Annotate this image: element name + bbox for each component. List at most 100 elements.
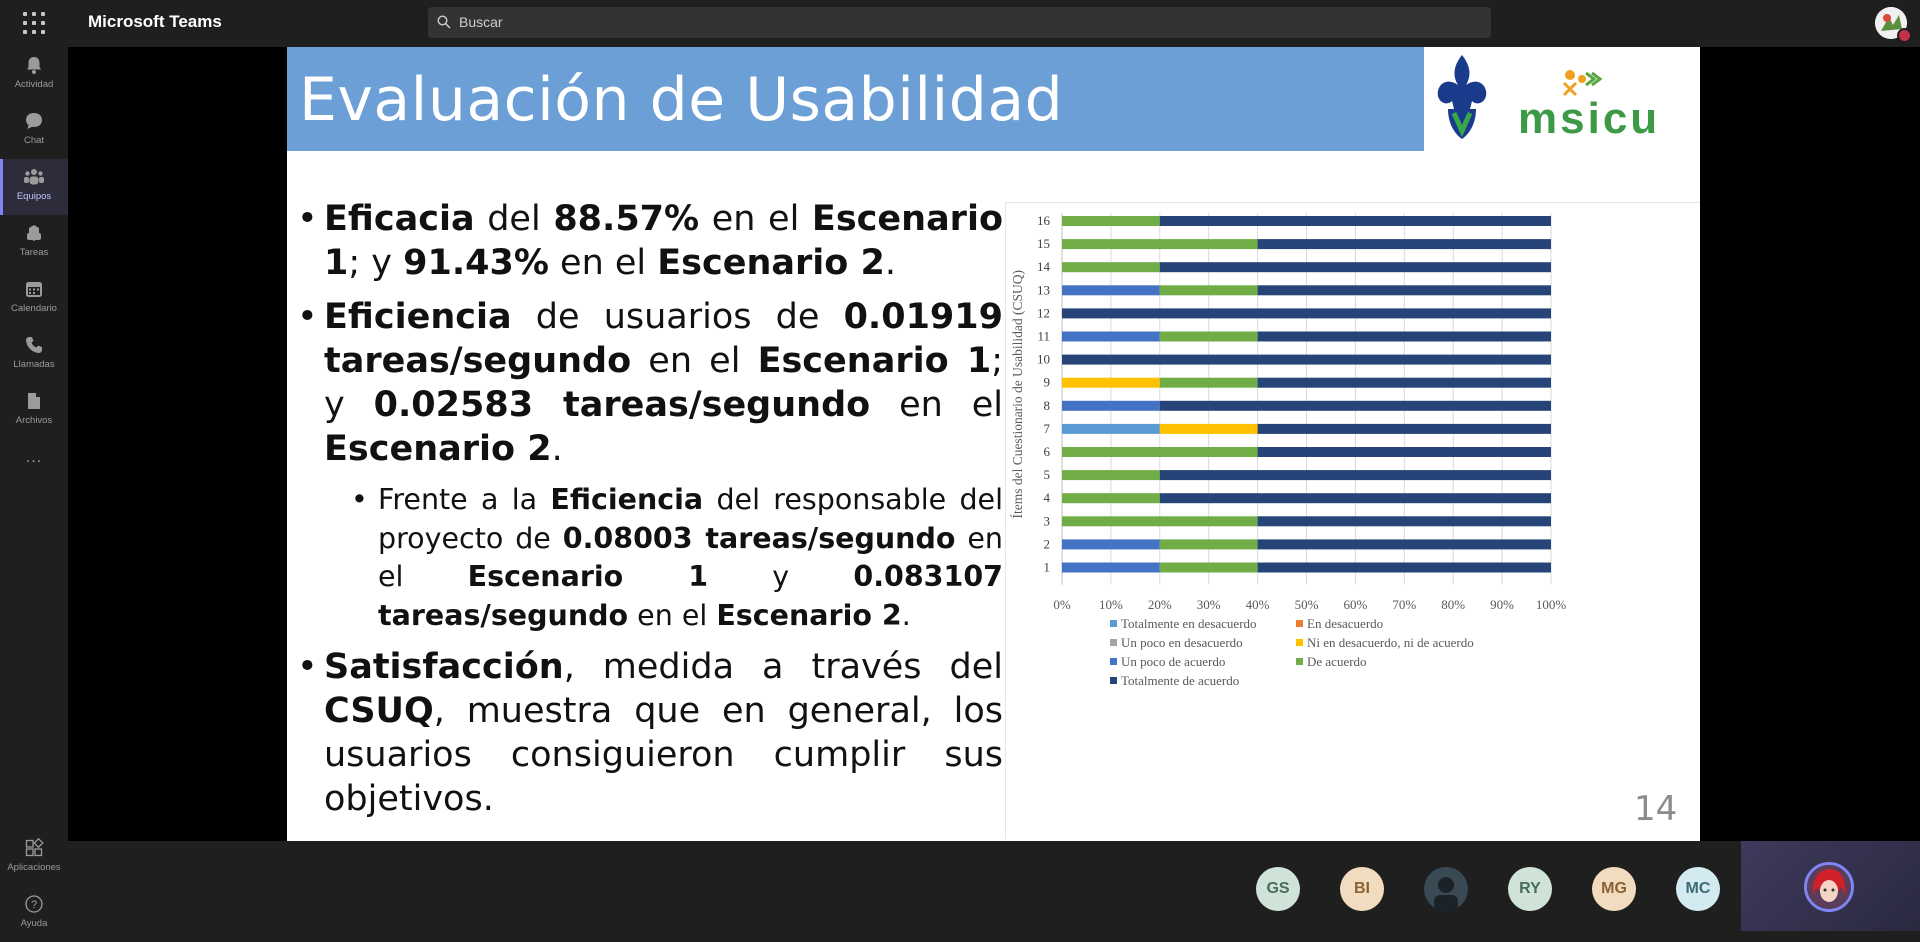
x-tick-label: 0% bbox=[1053, 597, 1071, 612]
bar-segment bbox=[1159, 539, 1258, 550]
y-tick-label: 12 bbox=[1037, 305, 1050, 320]
more-icon: ... bbox=[25, 449, 43, 466]
x-tick-label: 60% bbox=[1343, 597, 1367, 612]
bar-segment bbox=[1062, 239, 1258, 250]
bullet-eficacia: Eficacia del 88.57% en el Escenario 1; y… bbox=[297, 197, 1003, 285]
participant-avatar[interactable]: MG bbox=[1592, 867, 1636, 911]
search-icon bbox=[437, 15, 451, 29]
bar-segment bbox=[1062, 470, 1160, 481]
participant-avatar[interactable]: MC bbox=[1676, 867, 1720, 911]
legend-label: Totalmente de acuerdo bbox=[1121, 673, 1239, 688]
participant-initials: MC bbox=[1685, 880, 1711, 897]
search-box[interactable]: Buscar bbox=[428, 7, 1491, 38]
bar-segment bbox=[1257, 516, 1551, 527]
rail-item-apps[interactable]: Aplicaciones bbox=[0, 830, 68, 886]
svg-text:?: ? bbox=[31, 899, 37, 911]
self-avatar bbox=[1804, 862, 1854, 912]
y-tick-label: 8 bbox=[1044, 398, 1051, 413]
x-tick-label: 40% bbox=[1246, 597, 1270, 612]
rail-item-teams[interactable]: Equipos bbox=[0, 159, 68, 215]
search-input[interactable]: Buscar bbox=[459, 14, 503, 30]
x-tick-label: 10% bbox=[1099, 597, 1123, 612]
bullet-eficiencia: Eficiencia de usuarios de 0.01919 tareas… bbox=[297, 295, 1003, 471]
bar-segment bbox=[1062, 262, 1160, 273]
legend-swatch bbox=[1296, 658, 1303, 665]
bar-segment bbox=[1062, 516, 1258, 527]
rail-item-tasks[interactable]: Tareas bbox=[0, 215, 68, 271]
rail-item-chat[interactable]: Chat bbox=[0, 103, 68, 159]
bar-segment bbox=[1257, 377, 1551, 388]
legend-swatch bbox=[1110, 620, 1117, 627]
rail-item-calls[interactable]: Llamadas bbox=[0, 327, 68, 383]
y-tick-label: 14 bbox=[1037, 259, 1051, 274]
y-tick-label: 10 bbox=[1037, 352, 1050, 367]
calendar-icon bbox=[26, 282, 42, 297]
rail-item-files[interactable]: Archivos bbox=[0, 383, 68, 439]
legend-label: Totalmente en desacuerdo bbox=[1121, 616, 1257, 631]
bar-segment bbox=[1257, 539, 1551, 550]
participant-initials: MG bbox=[1601, 880, 1627, 897]
rail-more-button[interactable]: ... bbox=[0, 447, 68, 477]
bar-segment bbox=[1062, 216, 1160, 226]
rail-item-activity[interactable]: Actividad bbox=[0, 47, 68, 103]
participant-avatar[interactable]: GS bbox=[1256, 867, 1300, 911]
bar-segment bbox=[1159, 262, 1551, 273]
sub-bullet-responsable: Frente a la Eficiencia del responsable d… bbox=[351, 481, 1003, 635]
x-tick-label: 50% bbox=[1295, 597, 1319, 612]
y-tick-label: 15 bbox=[1037, 236, 1050, 251]
phone-icon bbox=[26, 337, 42, 353]
rail-label: Calendario bbox=[11, 303, 57, 314]
y-tick-label: 9 bbox=[1044, 375, 1051, 390]
y-tick-label: 3 bbox=[1044, 513, 1051, 528]
bar-segment bbox=[1062, 354, 1551, 365]
help-icon: ? bbox=[25, 895, 43, 913]
bar-segment bbox=[1062, 539, 1160, 550]
app-title: Microsoft Teams bbox=[88, 12, 222, 31]
slide-number: 14 bbox=[1634, 789, 1678, 829]
university-logo: msicu bbox=[1424, 47, 1700, 151]
shared-slide: Evaluación de Usabilidad msicu Eficacia … bbox=[287, 47, 1700, 841]
rail-label: Equipos bbox=[16, 191, 52, 202]
rail-label: Chat bbox=[23, 135, 45, 146]
slide-bullets: Eficacia del 88.57% en el Escenario 1; y… bbox=[297, 197, 1003, 831]
x-tick-label: 100% bbox=[1536, 597, 1567, 612]
chart-svg: 0% 10% 20% 30% 40% 50% 60% 70% 80% 90% 100%1615141… bbox=[1010, 213, 1567, 688]
participant-avatar[interactable]: RY bbox=[1508, 867, 1552, 911]
bar-segment bbox=[1159, 377, 1258, 388]
app-launcher-icon[interactable] bbox=[23, 12, 45, 34]
legend-swatch bbox=[1296, 620, 1303, 627]
apps-icon bbox=[25, 838, 44, 857]
slide-title-band: Evaluación de Usabilidad bbox=[287, 47, 1424, 151]
bar-segment bbox=[1257, 239, 1551, 250]
y-tick-label: 5 bbox=[1044, 467, 1051, 482]
legend-label: Un poco en desacuerdo bbox=[1121, 635, 1243, 650]
bell-icon bbox=[27, 57, 41, 74]
y-tick-label: 1 bbox=[1044, 560, 1051, 575]
participant-avatar-photo[interactable] bbox=[1424, 867, 1468, 911]
participant-initials: RY bbox=[1519, 880, 1541, 897]
participant-initials: BI bbox=[1354, 880, 1370, 897]
rail-label: Aplicaciones bbox=[7, 862, 61, 873]
x-tick-label: 30% bbox=[1197, 597, 1221, 612]
bar-segment bbox=[1257, 447, 1551, 457]
bar-segment bbox=[1257, 562, 1551, 573]
participant-initials: GS bbox=[1266, 880, 1290, 897]
bar-segment bbox=[1062, 285, 1160, 296]
y-tick-label: 4 bbox=[1044, 490, 1051, 505]
bar-segment bbox=[1257, 331, 1551, 342]
top-bar: Microsoft Teams Buscar bbox=[0, 0, 1920, 47]
rail-item-calendar[interactable]: Calendario bbox=[0, 271, 68, 327]
bar-segment bbox=[1062, 377, 1160, 388]
rail-item-help[interactable]: ? Ayuda bbox=[0, 886, 68, 942]
bar-segment bbox=[1159, 216, 1551, 226]
y-tick-label: 13 bbox=[1037, 282, 1050, 297]
x-tick-label: 80% bbox=[1441, 597, 1465, 612]
participant-avatar[interactable]: BI bbox=[1340, 867, 1384, 911]
bar-segment bbox=[1159, 493, 1551, 504]
bar-segment bbox=[1159, 423, 1258, 434]
y-tick-label: 16 bbox=[1037, 213, 1051, 228]
chat-icon bbox=[26, 113, 42, 129]
presence-busy-icon bbox=[1897, 28, 1912, 43]
teams-icon bbox=[24, 169, 44, 185]
rail-label: Llamadas bbox=[13, 359, 55, 370]
